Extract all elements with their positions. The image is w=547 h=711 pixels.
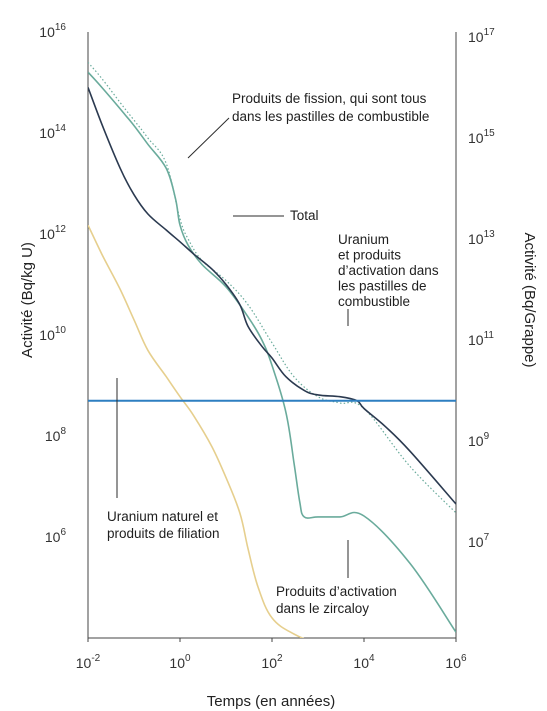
x-tick-label: 10-2 [76,653,101,671]
annotation-label-uranium-activation: les pastilles de [338,279,427,294]
x-tick-label: 104 [353,653,375,671]
annotation-label-natural-uranium: Uranium naturel et [107,509,218,524]
annotation-label-uranium-activation: combustible [338,294,410,309]
annotation-label-uranium-activation: et produits [338,248,401,263]
y-tick-label-right: 109 [468,431,490,449]
annotation-label-natural-uranium: produits de filiation [107,526,220,541]
x-tick-label: 100 [169,653,191,671]
y-axis-title-right: Activité (Bq/Grappe) [521,232,538,367]
y-tick-label-right: 1011 [468,330,494,348]
series-lines [88,62,456,638]
y-tick-label-left: 1016 [39,22,66,40]
x-tick-label: 106 [445,653,467,671]
y-tick-label-left: 1012 [39,224,66,242]
y-tick-label-right: 1017 [468,27,495,45]
y-tick-label-right: 107 [468,532,490,550]
y-tick-label-left: 1010 [39,325,66,343]
series-line-uranium-activation [88,87,456,505]
annotation-label-uranium-activation: d’activation dans [338,263,439,278]
annotation-leader-fission [187,117,230,159]
annotation-label-zircaloy: dans le zircaloy [276,601,369,616]
annotation-label-zircaloy: Produits d’activation [276,584,397,599]
x-axis-title: Temps (en années) [207,693,335,710]
series-line-zircaloy [88,224,305,638]
y-tick-label-left: 108 [45,426,67,444]
axes: 10-2 100 102 104 106 106 108 1010 1012 1014 1016 10… [39,22,495,671]
y-axis-title-left: Activité (Bq/kg U) [19,242,36,358]
annotation-label-fission: dans les pastilles de combustible [232,109,429,124]
y-tick-label-left: 106 [45,527,67,545]
x-tick-label: 102 [261,653,283,671]
annotations: Produits de fission, qui sont tous dans l… [107,91,439,616]
y-tick-label-left: 1014 [39,123,66,141]
y-tick-label-right: 1015 [468,128,495,146]
annotation-label-total: Total [290,208,319,223]
annotation-label-fission: Produits de fission, qui sont tous [232,91,427,106]
y-tick-label-right: 1013 [468,229,495,247]
annotation-label-uranium-activation: Uranium [338,232,389,247]
series-line-fission [88,71,456,633]
